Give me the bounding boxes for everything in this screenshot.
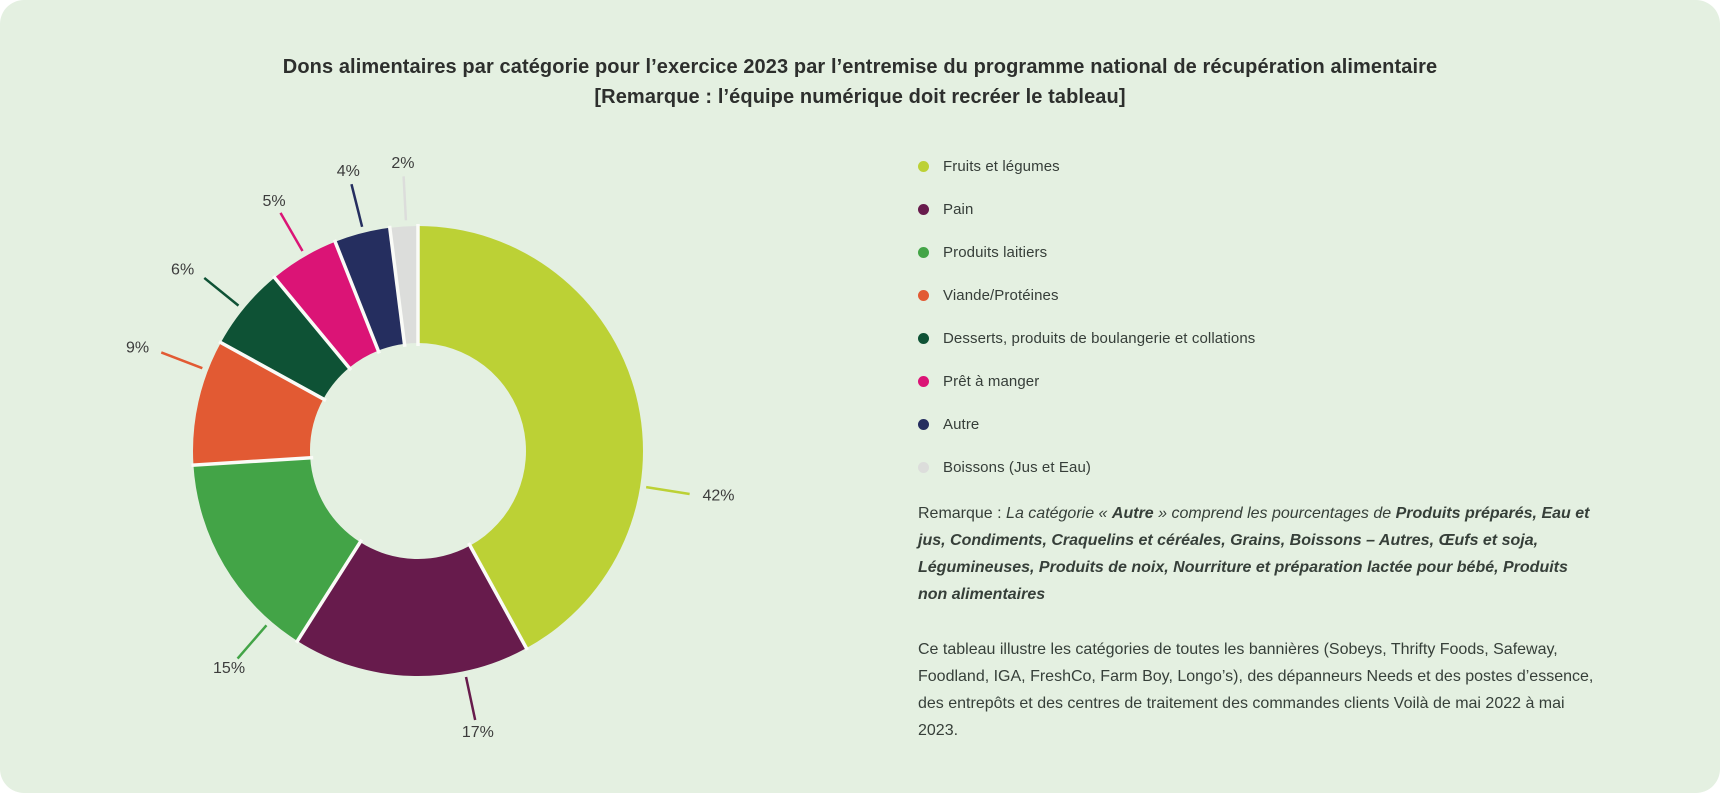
note-segment: Autre [1111, 505, 1154, 522]
label-leader-line [203, 276, 240, 307]
donut-slice [389, 226, 418, 344]
legend-dot-icon [918, 247, 929, 258]
legend-label: Desserts, produits de boulangerie et col… [943, 330, 1256, 347]
slice-percent-label: 17% [462, 724, 494, 741]
slice-percent-label: 2% [391, 155, 414, 172]
donut-slice [335, 227, 405, 351]
slice-separator [294, 538, 364, 644]
legend-dot-icon [918, 290, 929, 301]
donut-slice [193, 342, 324, 466]
slice-separator [332, 239, 381, 355]
slice-percent-label: 4% [337, 163, 360, 180]
chart-title: Dons alimentaires par catégorie pour l’e… [0, 52, 1720, 112]
right-column: Fruits et légumes Pain Produits laitiers Vi… [918, 145, 1618, 489]
slice-percent-label: 42% [702, 488, 734, 505]
note-segment: Produits préparés, Eau et jus, Condiment… [918, 505, 1590, 603]
legend-item: Desserts, produits de boulangerie et col… [918, 317, 1618, 360]
description-paragraph: Ce tableau illustre les catégories de to… [918, 641, 1594, 739]
slice-separator [387, 225, 407, 348]
label-leader-line [160, 351, 203, 370]
note-paragraph: Remarque : La catégorie « Autre » compre… [918, 500, 1600, 608]
legend-dot-icon [918, 333, 929, 344]
legend-label: Boissons (Jus et Eau) [943, 459, 1091, 476]
legend-item: Fruits et légumes [918, 145, 1618, 188]
legend-dot-icon [918, 462, 929, 473]
legend-label: Autre [943, 416, 980, 433]
legend-item: Boissons (Jus et Eau) [918, 446, 1618, 489]
legend-dot-icon [918, 161, 929, 172]
donut-slice [220, 277, 350, 399]
slice-separator [218, 340, 327, 402]
slice-separator [191, 455, 314, 467]
legend-item: Autre [918, 403, 1618, 446]
legend-label: Produits laitiers [943, 244, 1048, 261]
label-leader-line [279, 212, 304, 252]
note-segment: Remarque : [918, 505, 1007, 522]
chart-legend: Fruits et légumes Pain Produits laitiers Vi… [918, 145, 1618, 489]
legend-dot-icon [918, 376, 929, 387]
legend-dot-icon [918, 419, 929, 430]
label-leader-line [645, 485, 690, 496]
chart-title-line2: [Remarque : l’équipe numérique doit recr… [594, 86, 1126, 108]
slice-percent-label: 6% [171, 261, 194, 278]
legend-label: Pain [943, 201, 974, 218]
donut-slice [193, 457, 361, 641]
legend-item: Prêt à manger [918, 360, 1618, 403]
legend-label: Fruits et légumes [943, 158, 1060, 175]
donut-slice [297, 542, 527, 676]
note-segment: La catégorie « [1006, 505, 1112, 522]
donut-chart: 42% 17% 15% 9% 6% 5% 4% 2% [126, 155, 734, 741]
label-leader-line [402, 176, 408, 221]
slice-separator [467, 542, 529, 651]
note-segment: » comprend les pourcentages de [1153, 505, 1396, 522]
slice-percent-label: 5% [262, 193, 285, 210]
donut-slice [418, 226, 643, 649]
legend-label: Prêt à manger [943, 373, 1040, 390]
label-leader-line [464, 676, 477, 721]
legend-item: Produits laitiers [918, 231, 1618, 274]
slice-separator [271, 274, 353, 372]
slice-percent-label: 15% [213, 660, 245, 677]
slice-percent-label: 9% [126, 339, 149, 356]
legend-dot-icon [918, 204, 929, 215]
chart-title-line1: Dons alimentaires par catégorie pour l’e… [282, 56, 1438, 78]
label-leader-line [236, 624, 268, 660]
label-leader-line [350, 183, 364, 228]
donut-slice [274, 241, 379, 368]
legend-item: Viande/Protéines [918, 274, 1618, 317]
legend-label: Viande/Protéines [943, 287, 1059, 304]
legend-item: Pain [918, 188, 1618, 231]
